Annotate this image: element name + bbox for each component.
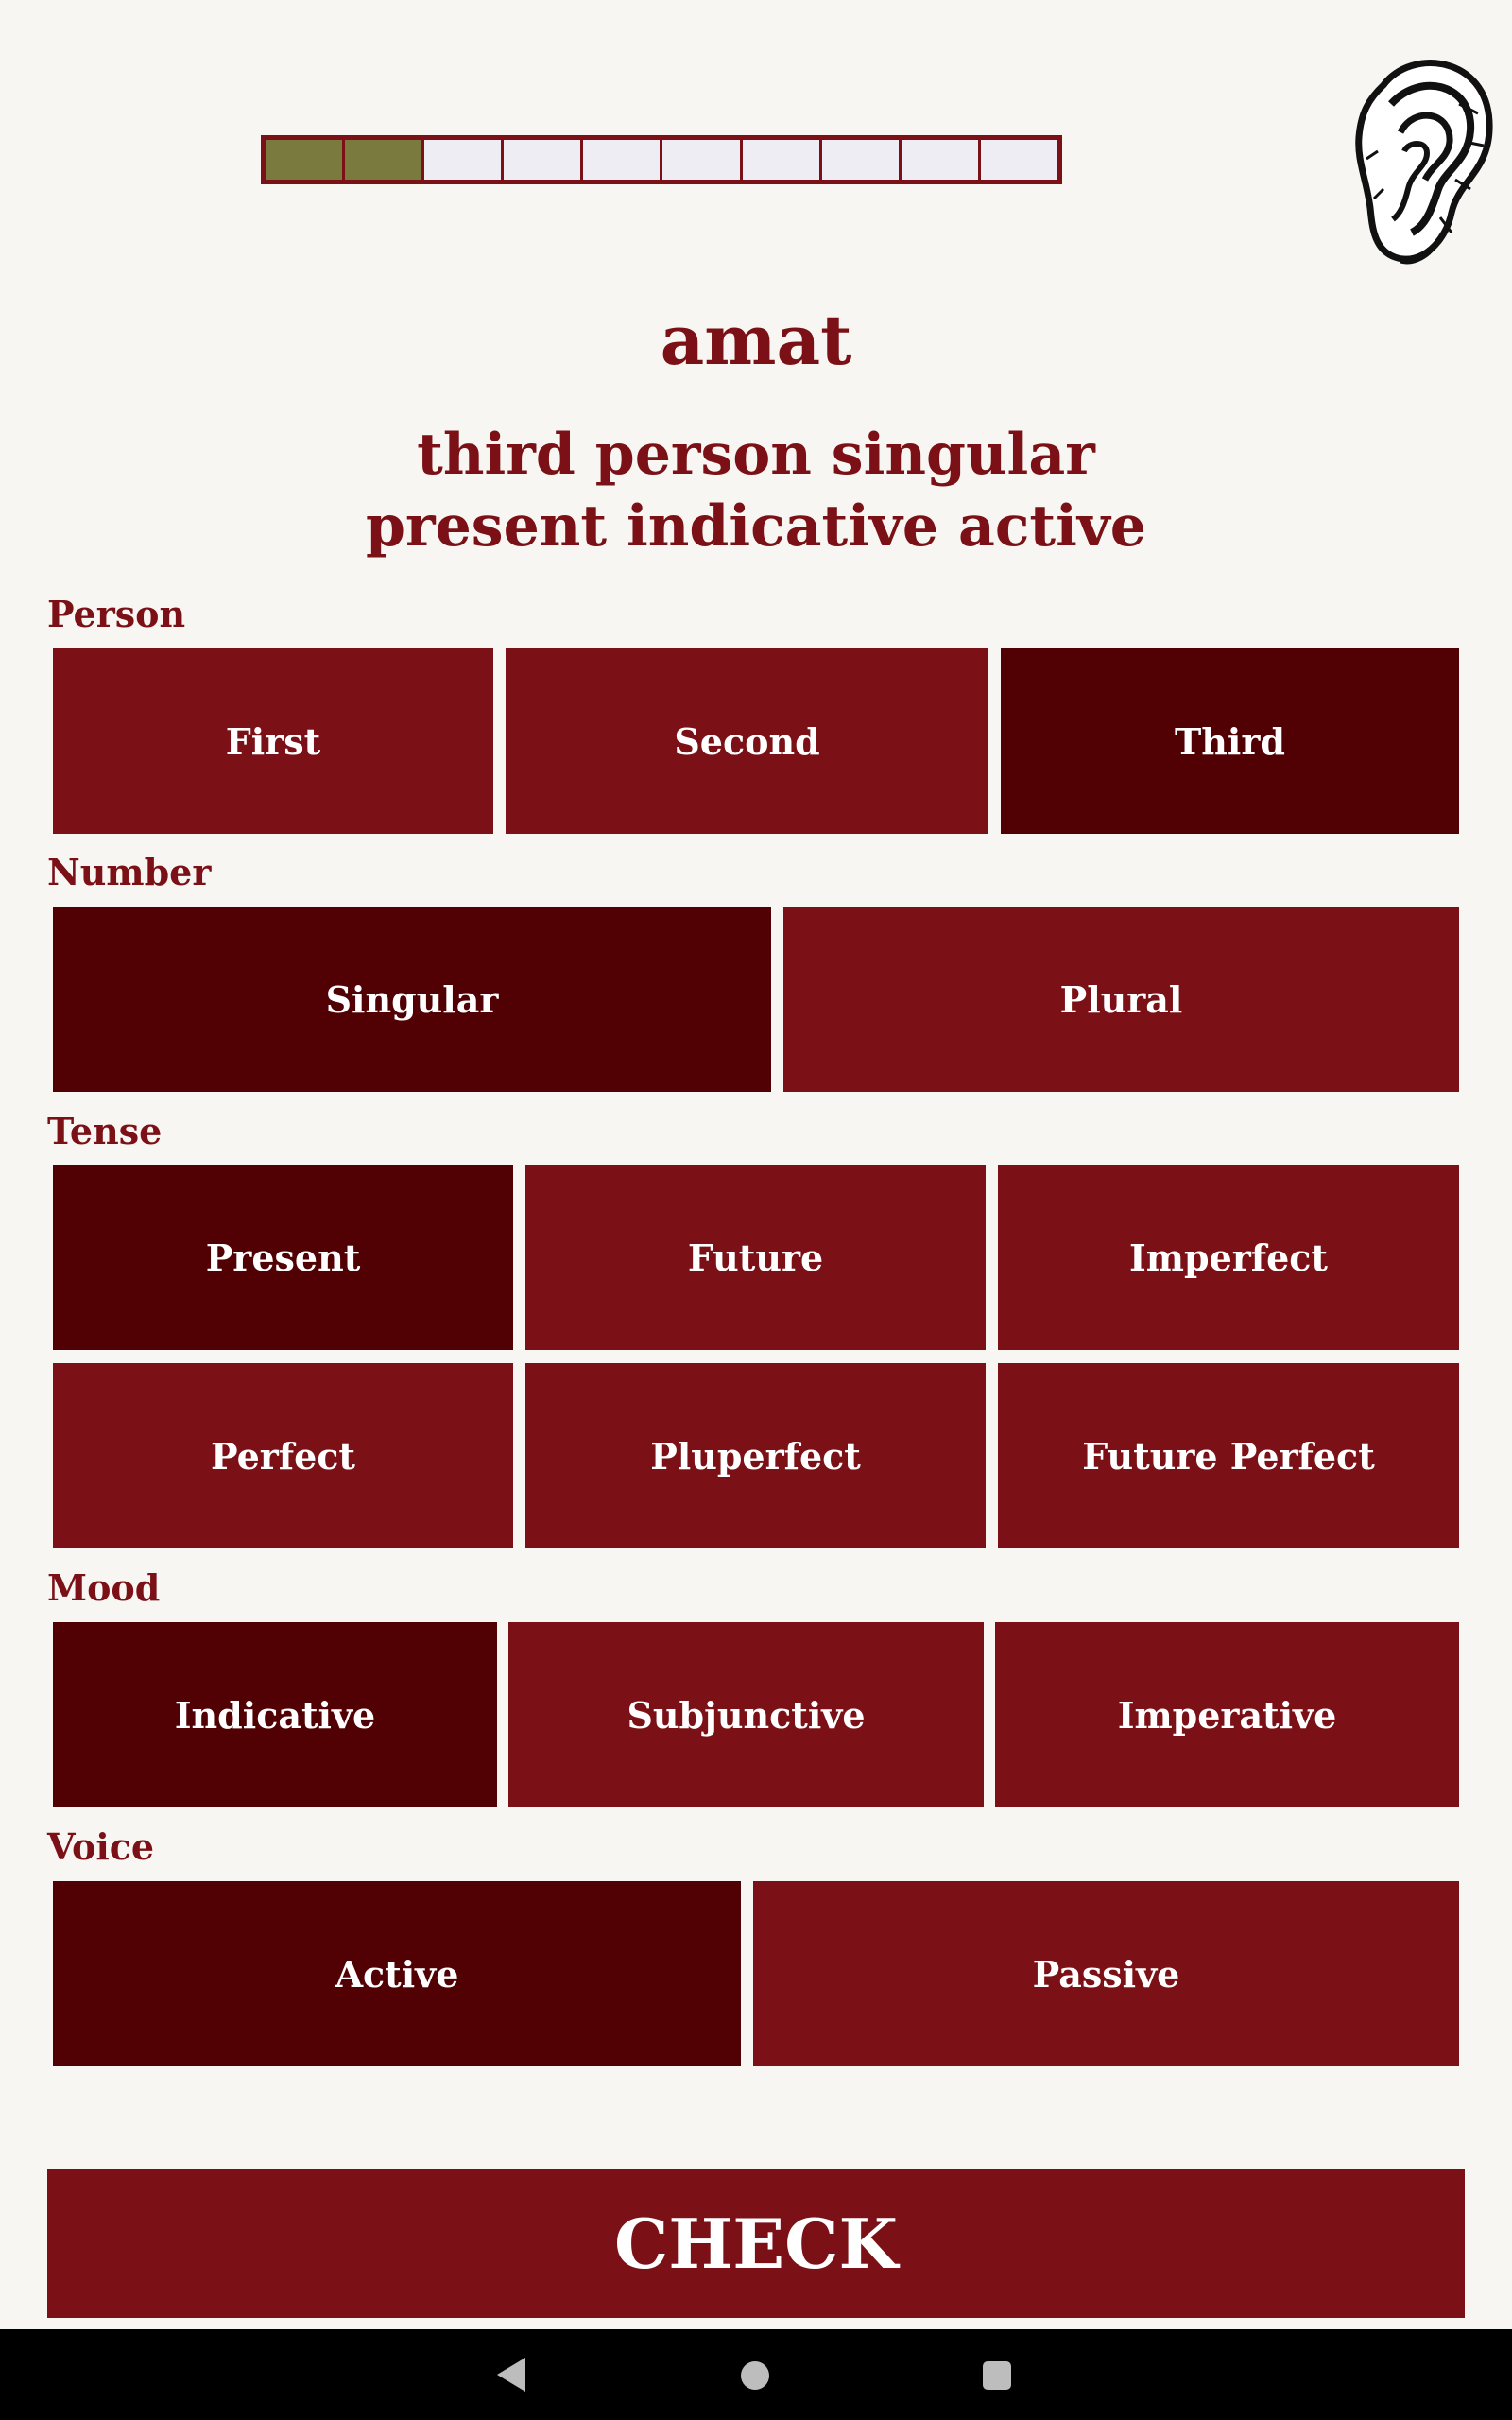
person-third-button[interactable]: Third (1001, 648, 1459, 834)
progress-segment (266, 140, 343, 180)
tense-future-button[interactable]: Future (525, 1165, 986, 1350)
tense-future-perfect-button[interactable]: Future Perfect (998, 1363, 1459, 1548)
mood-label: Mood (47, 1566, 161, 1609)
tense-present-button[interactable]: Present (53, 1165, 513, 1350)
mood-subjunctive-button[interactable]: Subjunctive (508, 1622, 984, 1807)
back-icon[interactable] (497, 2358, 525, 2392)
progress-segment (901, 140, 978, 180)
system-navigation-bar (0, 2329, 1512, 2420)
description-line-1: third person singular (417, 422, 1095, 488)
tense-imperfect-button[interactable]: Imperfect (998, 1165, 1459, 1350)
check-button[interactable]: CHECK (47, 2169, 1465, 2318)
description-line-2: present indicative active (366, 493, 1146, 560)
voice-label: Voice (47, 1825, 155, 1868)
progress-segment (821, 140, 899, 180)
tense-label: Tense (47, 1110, 163, 1152)
person-first-button[interactable]: First (53, 648, 493, 834)
home-icon[interactable] (741, 2361, 769, 2390)
mood-indicative-button[interactable]: Indicative (53, 1622, 497, 1807)
tense-pluperfect-button[interactable]: Pluperfect (525, 1363, 986, 1548)
number-label: Number (47, 851, 212, 893)
progress-segment (504, 140, 581, 180)
mood-imperative-button[interactable]: Imperative (995, 1622, 1459, 1807)
number-singular-button[interactable]: Singular (53, 907, 771, 1092)
ear-icon[interactable] (1346, 47, 1497, 274)
progress-segment (662, 140, 740, 180)
voice-passive-button[interactable]: Passive (753, 1881, 1459, 2066)
person-second-button[interactable]: Second (506, 648, 988, 834)
progress-segment (345, 140, 422, 180)
form-description: third person singular present indicative… (0, 419, 1512, 562)
tense-perfect-button[interactable]: Perfect (53, 1363, 513, 1548)
person-label: Person (47, 593, 186, 635)
target-word: amat (660, 300, 852, 380)
progress-segment (583, 140, 661, 180)
number-plural-button[interactable]: Plural (783, 907, 1459, 1092)
progress-segment (742, 140, 819, 180)
voice-active-button[interactable]: Active (53, 1881, 741, 2066)
progress-segment (424, 140, 502, 180)
recent-apps-icon[interactable] (983, 2361, 1011, 2390)
progress-bar (261, 135, 1062, 184)
progress-segment (980, 140, 1057, 180)
